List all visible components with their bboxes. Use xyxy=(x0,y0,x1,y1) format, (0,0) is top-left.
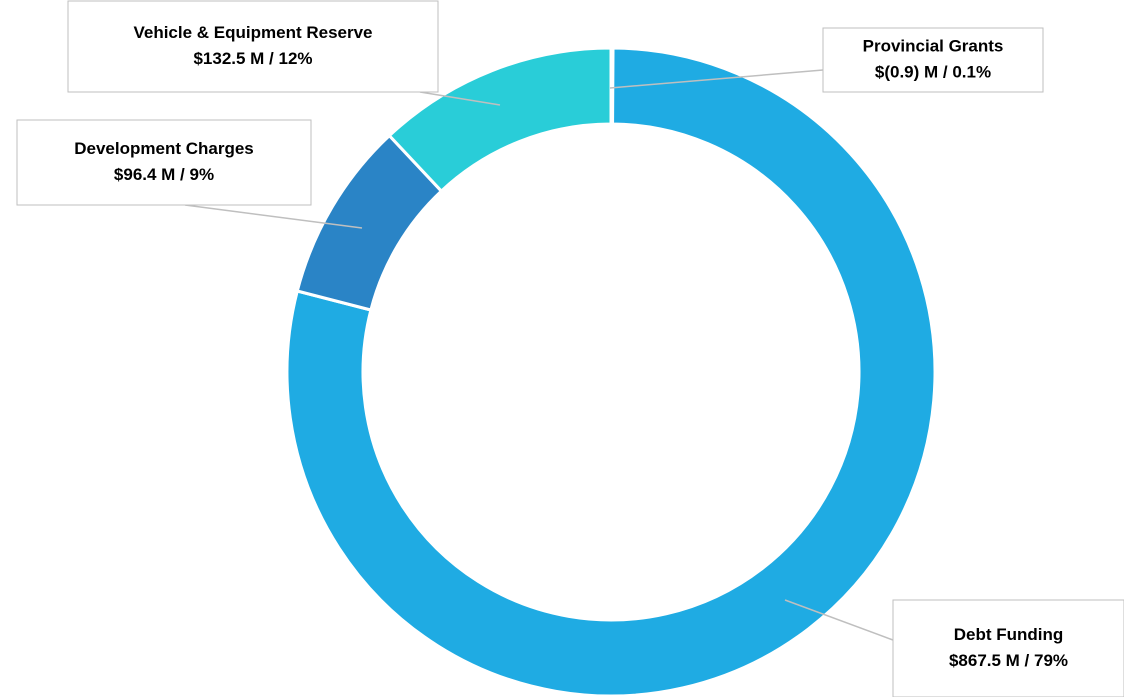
slice-label: Vehicle & Equipment Reserve xyxy=(133,23,372,42)
label-box xyxy=(67,0,439,93)
leader-line xyxy=(784,599,894,641)
leader-line xyxy=(419,91,501,106)
slice-value-label: $867.5 M / 79% xyxy=(949,651,1068,670)
slice-label: Provincial Grants xyxy=(863,36,1004,55)
donut-slice xyxy=(285,46,937,697)
leader-line xyxy=(609,69,824,89)
label-box xyxy=(892,599,1124,697)
slice-label: Development Charges xyxy=(74,139,254,158)
label-box xyxy=(16,119,312,206)
donut-slice xyxy=(387,46,613,194)
leader-line xyxy=(184,204,363,229)
slice-label: Debt Funding xyxy=(954,625,1064,644)
slice-value-label: $(0.9) M / 0.1% xyxy=(875,62,991,81)
label-box xyxy=(822,27,1044,93)
slice-value-label: $132.5 M / 12% xyxy=(193,49,312,68)
slice-value-label: $96.4 M / 9% xyxy=(114,165,214,184)
